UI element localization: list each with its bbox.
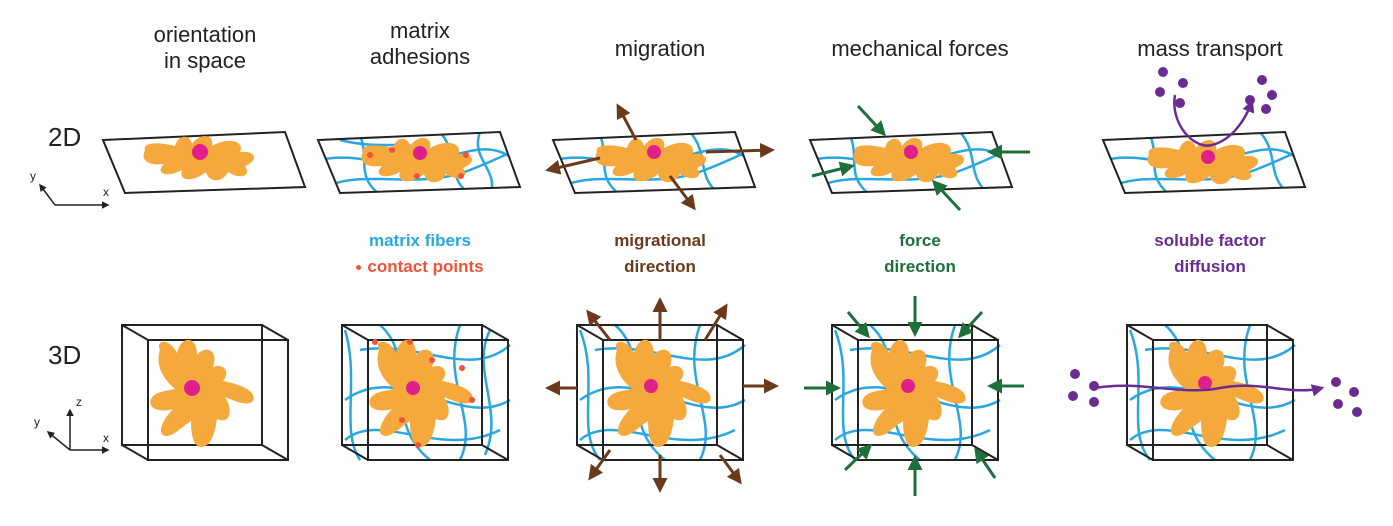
contact-point-dot-icon — [356, 265, 362, 271]
box-3d — [576, 324, 744, 461]
soluble-factors — [1155, 67, 1277, 114]
title-line: adhesions — [369, 44, 471, 69]
nucleus — [901, 379, 915, 393]
nucleus — [1201, 150, 1215, 164]
cell-shape — [853, 137, 965, 183]
diffusion-arrow — [1173, 94, 1255, 147]
legend-line: direction — [884, 257, 956, 276]
soluble-factors — [1068, 369, 1362, 417]
force-arrows — [804, 296, 1024, 496]
panel-3d-migration — [545, 297, 779, 493]
nucleus — [1198, 376, 1212, 390]
panel-3d-mass-transport — [1068, 324, 1362, 461]
plane-2d — [551, 130, 757, 195]
legend-line: migrational — [614, 231, 706, 250]
legend-migrational-direction: migrational direction — [560, 228, 760, 280]
panel-2d-orientation — [101, 130, 307, 195]
axes-2d — [39, 183, 110, 209]
title-line: matrix — [390, 18, 450, 43]
box-3d — [121, 324, 289, 461]
axes-3d — [46, 408, 110, 454]
plane-2d — [316, 130, 522, 195]
cell-shape — [595, 137, 707, 183]
nucleus — [904, 145, 918, 159]
migration-arrows — [545, 297, 779, 493]
panel-2d-matrix-adhesions — [316, 130, 522, 195]
panel-2d-mechanical-forces — [808, 104, 1030, 212]
cell-shape — [1147, 139, 1259, 185]
contact-points — [367, 147, 469, 179]
legend-contact-points: contact points — [367, 257, 484, 276]
row-label-3d: 3D — [48, 340, 82, 370]
legend-matrix: matrix fibers contact points — [320, 228, 520, 280]
panel-3d-orientation — [121, 324, 289, 461]
nucleus — [184, 380, 200, 396]
cell-shape — [1160, 339, 1264, 447]
legend-force-direction: force direction — [820, 228, 1020, 280]
title-line: migration — [614, 36, 706, 61]
cell-shape — [369, 339, 473, 447]
axis-y-label: y — [30, 169, 36, 183]
title-line: in space — [164, 48, 246, 73]
legend-line: direction — [624, 257, 696, 276]
title-line: mechanical forces — [831, 36, 1009, 61]
legend-contact-points-row: contact points — [320, 254, 520, 280]
plane-2d — [101, 130, 307, 195]
panel-2d-mass-transport — [1101, 67, 1307, 195]
plane-2d — [808, 130, 1014, 195]
column-title-mechanical-forces: mechanical forces — [800, 36, 1040, 62]
legend-soluble-diffusion: soluble factor diffusion — [1110, 228, 1310, 280]
contact-points — [372, 339, 475, 448]
plane-2d — [1101, 130, 1307, 195]
panel-3d-matrix-adhesions — [341, 324, 511, 461]
axis-x-label: x — [103, 185, 109, 199]
axis-z-label: z — [76, 395, 82, 409]
axis-y-label: y — [34, 415, 40, 429]
title-line: mass transport — [1137, 36, 1283, 61]
legend-line: diffusion — [1174, 257, 1246, 276]
panel-2d-migration — [545, 103, 775, 211]
diffusion-arrow — [1094, 384, 1325, 397]
force-arrows — [811, 104, 1030, 212]
nucleus — [644, 379, 658, 393]
axis-x-label: x — [103, 431, 109, 445]
cell-shape — [150, 339, 254, 447]
row-label-2d: 2D — [48, 122, 82, 152]
nucleus — [406, 381, 420, 395]
box-3d — [341, 324, 509, 461]
title-line: orientation — [153, 22, 257, 47]
panel-3d-mechanical-forces — [804, 296, 1024, 496]
column-title-mass-transport: mass transport — [1110, 36, 1310, 62]
legend-matrix-fibers: matrix fibers — [368, 231, 472, 250]
legend-line: force — [899, 231, 941, 250]
legend-line: soluble factor — [1154, 231, 1266, 250]
nucleus — [413, 146, 427, 160]
column-title-matrix-adhesions: matrix adhesions — [320, 18, 520, 70]
nucleus — [192, 144, 208, 160]
column-title-migration: migration — [560, 36, 760, 62]
nucleus — [647, 145, 661, 159]
migration-arrows — [545, 103, 775, 211]
column-title-orientation: orientation in space — [105, 22, 305, 74]
